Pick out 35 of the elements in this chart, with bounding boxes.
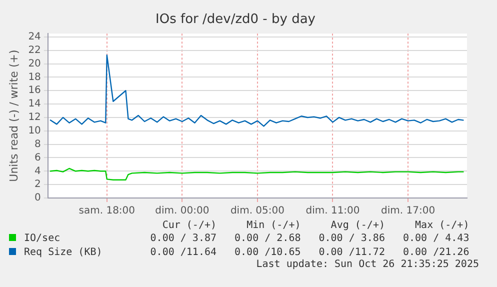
text: 0.00 / 3.86 — [318, 232, 385, 246]
text: 0.00 / 2.68 — [234, 232, 301, 246]
y-tick-label: 22 — [28, 44, 41, 56]
x-tick-label: sam. 18:00 — [78, 206, 136, 217]
text: 0.00 /10.65 — [234, 246, 301, 259]
text: 0.00 / 3.87 — [149, 232, 217, 246]
y-tick-label: 12 — [28, 112, 41, 124]
y-tick-label: 2 — [34, 179, 41, 190]
y-tick-label: 4 — [34, 166, 41, 177]
y-tick-label: 8 — [34, 138, 41, 150]
y-tick-label: 6 — [34, 152, 41, 164]
y-tick-label: 16 — [28, 85, 41, 96]
text: 0.00 / 4.43 — [402, 232, 470, 246]
y-axis-title: Units read (-) / write (+) — [7, 50, 20, 182]
text: Avg (-/+) — [330, 220, 385, 232]
text: 0.00 /21.26 — [402, 246, 470, 260]
y-tick-label: 20 — [28, 58, 41, 70]
x-tick-label: dim. 00:00 — [155, 206, 210, 217]
x-tick-label: dim. 17:00 — [381, 206, 436, 217]
y-tick-label: 10 — [28, 125, 41, 136]
legend-label: Req Size (KB) — [23, 246, 104, 260]
x-tick-label: dim. 05:00 — [230, 206, 284, 217]
text: Last update: Sun Oct 26 21:35:25 2025 — [256, 259, 479, 270]
text: 0.00 /11.72 — [318, 246, 385, 259]
y-tick-label: 14 — [28, 98, 41, 110]
text: Min (-/+) — [246, 220, 301, 232]
text: 0.00 /11.64 — [149, 246, 217, 260]
legend-label: IO/sec — [23, 232, 62, 246]
x-tick-label: dim. 11:00 — [306, 206, 360, 217]
text: Cur (-/+) — [161, 220, 217, 232]
chart-title: IOs for /dev/zd0 - by day — [156, 12, 316, 28]
y-tick-label: 18 — [28, 72, 41, 83]
y-tick-label: 0 — [34, 192, 41, 204]
y-tick-label: 24 — [28, 32, 41, 43]
text: Max (-/+) — [414, 220, 470, 232]
